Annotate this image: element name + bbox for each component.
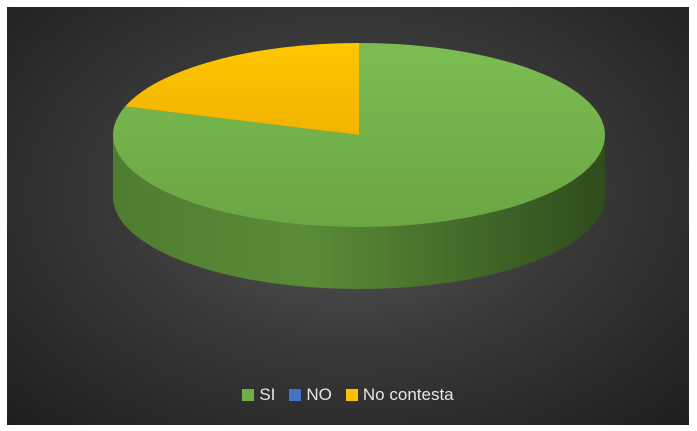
chart-area: SI NO No contesta <box>7 7 689 425</box>
legend-label-no-contesta: No contesta <box>362 385 454 404</box>
legend-item-no: NO <box>289 385 332 405</box>
pie-slice-side-si <box>113 135 605 289</box>
legend-label-no: NO <box>306 385 332 404</box>
legend-item-no-contesta: No contesta <box>345 385 454 405</box>
legend: SI NO No contesta <box>7 385 689 405</box>
pie-slice-no-contesta <box>125 43 359 135</box>
legend-swatch-no <box>289 389 302 401</box>
pie-sides <box>113 135 605 289</box>
legend-label-si: SI <box>259 385 276 404</box>
legend-item-si: SI <box>242 385 275 405</box>
legend-swatch-si <box>242 389 255 401</box>
pie-tops <box>112 43 606 227</box>
legend-swatch-no-contesta <box>345 389 358 401</box>
pie-chart <box>112 43 606 289</box>
